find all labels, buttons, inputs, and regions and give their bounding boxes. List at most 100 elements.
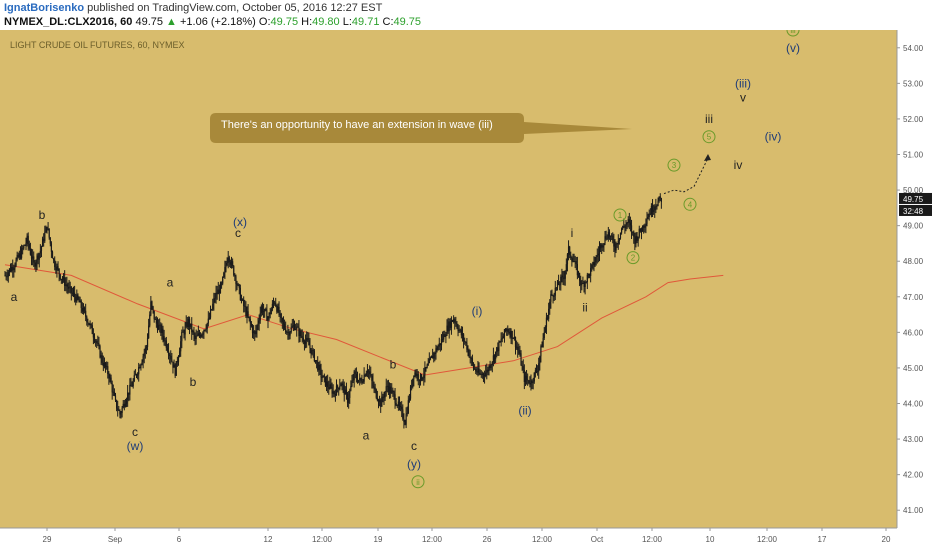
time-tick-label: 19 [374,535,383,544]
candle-body [560,276,562,285]
author-link[interactable]: IgnatBorisenko [4,2,85,14]
candle-body [569,246,571,256]
candle-body [585,281,587,283]
candle-body [89,323,91,325]
chart-svg[interactable]: LIGHT CRUDE OIL FUTURES, 60, NYMEX There… [0,30,932,550]
candle-body [153,310,155,320]
candle-body [49,237,51,244]
candle-body [267,318,269,321]
candle-body [432,355,434,359]
candle-body [367,370,370,372]
candle-body [439,343,441,346]
candle-body [46,226,48,230]
candle-body [288,332,290,336]
candle-body [295,329,297,330]
candle-body [333,391,335,395]
candle-body [55,267,57,271]
candle-body [625,224,627,228]
candle-body [537,371,539,373]
candle-body [635,235,637,244]
candle-body [490,365,492,369]
candle-body [649,213,651,215]
wave-label: i [571,226,574,240]
candle-body [499,341,501,343]
candle-body [118,410,120,411]
candle-body [262,311,265,313]
candle-body [530,380,532,385]
price-tick-label: 50.00 [903,186,924,195]
candle-body [360,378,362,382]
candle-body [159,324,161,326]
candle-body [470,357,472,359]
high-value: 49.80 [312,16,340,28]
candle-body [312,350,314,351]
candle-body [209,309,212,318]
candle-body [467,349,469,351]
candle-body [381,396,383,407]
candle-body [175,361,177,376]
candle-body [302,337,304,342]
candle-body [559,284,561,286]
candle-body [270,309,272,315]
candle-body [566,254,569,265]
candle-body [424,367,426,376]
candle-body [215,292,217,299]
wave-circle-label: iii [790,30,796,35]
candle-body [341,383,343,385]
candle-body [587,274,590,275]
close-value: 49.75 [393,16,422,28]
candle-body [173,364,175,368]
candle-body [476,371,478,373]
candle-body [582,283,584,284]
wave-label: iv [734,158,743,172]
candle-body [622,226,624,230]
candle-body [659,196,661,199]
candle-body [301,336,303,338]
candle-body [81,307,83,312]
price-tick-label: 42.00 [903,471,924,480]
candle-body [525,375,528,380]
candle-body [53,258,55,261]
candle-body [59,274,61,280]
time-tick-label: 10 [706,535,715,544]
candle-body [503,329,506,337]
candle-body [478,368,480,374]
candle-body [18,253,20,258]
candle-body [124,403,127,407]
callout-annotation[interactable]: There's an opportunity to have an extens… [210,113,632,143]
candle-body [364,374,366,377]
candle-body [573,261,575,263]
price-tick-label: 41.00 [903,506,924,515]
candle-body [620,229,623,233]
wave-label: a [11,290,18,304]
candle-body [658,196,660,201]
candle-body [204,329,206,331]
candle-body [156,323,159,330]
candle-body [630,225,633,233]
candle-body [275,302,277,307]
candle-body [220,283,223,285]
candle-body [240,299,243,301]
candle-body [483,375,486,377]
candle-body [507,328,509,332]
candle-body [496,347,498,352]
candle-body [13,268,15,271]
price-chart[interactable]: LIGHT CRUDE OIL FUTURES, 60, NYMEX There… [0,30,932,550]
candle-body [529,383,531,385]
candle-body [190,323,192,327]
candle-body [651,206,654,212]
candle-body [245,306,247,316]
candle-body [74,292,76,297]
candle-body [111,383,113,393]
candle-body [180,341,182,352]
countdown-tag-background [899,204,932,216]
candle-body [523,369,525,382]
candle-body [394,394,396,404]
candle-body [77,294,79,299]
candle-body [199,335,202,337]
candle-body [70,286,72,293]
candle-body [9,268,12,272]
candle-body [25,243,27,246]
candle-body [634,236,636,244]
candle-body [567,246,570,255]
